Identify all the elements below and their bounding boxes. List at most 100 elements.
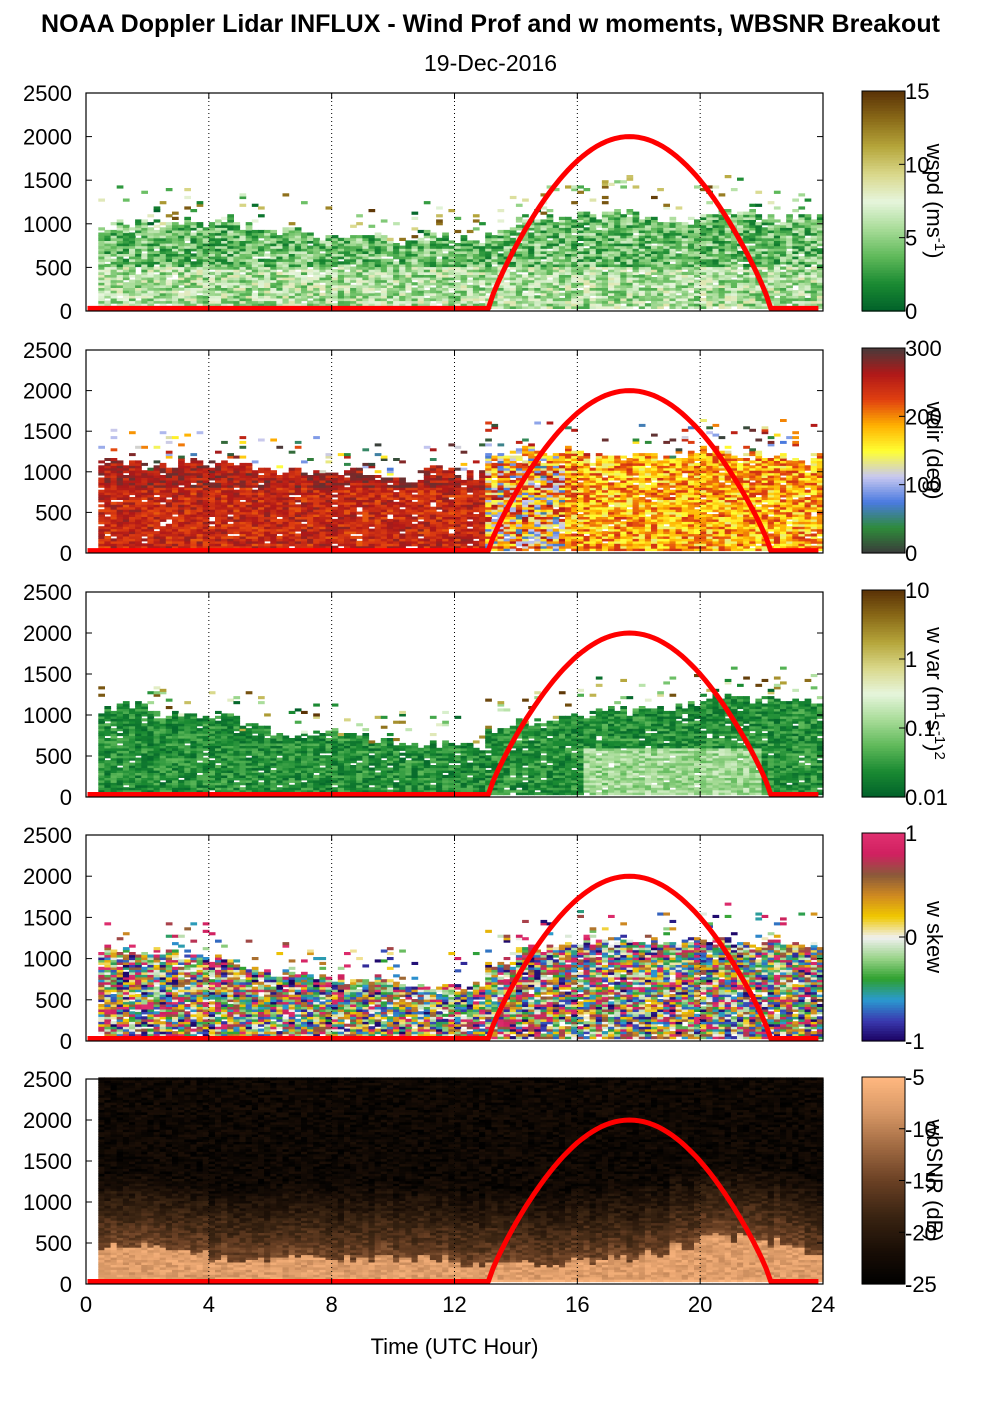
heatmap-cell	[141, 295, 148, 299]
heatmap-cell	[104, 274, 112, 278]
heatmap-cell	[110, 282, 118, 286]
heatmap-cell	[626, 224, 634, 228]
heatmap-cell	[706, 253, 713, 257]
heatmap-cell	[657, 263, 664, 268]
heatmap-cell	[227, 222, 234, 226]
colorbar-label-part: wspd (ms	[922, 143, 947, 238]
heatmap-cell	[245, 245, 253, 249]
heatmap-cell	[98, 232, 105, 236]
heatmap-cell	[393, 250, 400, 254]
heatmap-cell	[479, 266, 486, 270]
heatmap-cell	[288, 279, 296, 283]
heatmap-cell	[472, 290, 480, 294]
heatmap-cell	[558, 243, 566, 247]
heatmap-cell	[405, 300, 413, 304]
heatmap-cell	[215, 271, 222, 275]
heatmap-cell	[608, 277, 615, 281]
heatmap-cell	[325, 206, 333, 210]
heatmap-cell	[245, 240, 253, 244]
heatmap-cell	[657, 253, 664, 257]
heatmap-cell	[153, 266, 161, 270]
heatmap-cell	[233, 292, 241, 296]
heatmap-cell	[337, 290, 345, 294]
heatmap-cell	[681, 290, 689, 294]
heatmap-cell	[565, 305, 572, 309]
heatmap-cell	[239, 240, 247, 244]
heatmap-cell	[626, 237, 634, 241]
heatmap-cell	[429, 292, 437, 296]
heatmap-cell	[687, 282, 695, 286]
heatmap-cell	[172, 284, 179, 288]
heatmap-cell	[362, 292, 370, 296]
heatmap-cell	[472, 256, 480, 260]
heatmap-cell	[638, 232, 646, 236]
heatmap-cell	[110, 290, 118, 294]
heatmap-cell	[233, 245, 241, 249]
heatmap-cell	[270, 271, 277, 275]
heatmap-cell	[552, 235, 560, 239]
heatmap-cell	[135, 232, 142, 236]
heatmap-cell	[276, 258, 284, 262]
heatmap-cell	[644, 284, 652, 288]
heatmap-cell	[135, 253, 142, 257]
heatmap-cell	[675, 305, 683, 309]
heatmap-cell	[239, 462, 247, 466]
heatmap-cell	[362, 258, 370, 262]
heatmap-cell	[362, 263, 370, 268]
heatmap-cell	[153, 219, 161, 223]
heatmap-cell	[706, 201, 713, 205]
heatmap-cell	[485, 243, 492, 247]
heatmap-cell	[184, 269, 191, 273]
heatmap-cell	[442, 263, 449, 268]
heatmap-cell	[675, 222, 683, 226]
heatmap-cell	[288, 282, 296, 286]
heatmap-cell	[116, 219, 124, 223]
heatmap-cell	[632, 243, 640, 247]
heatmap-cell	[313, 287, 320, 291]
heatmap-cell	[270, 256, 277, 260]
heatmap-cell	[239, 245, 247, 249]
heatmap-cell	[282, 232, 290, 236]
heatmap-cell	[423, 245, 431, 249]
heatmap-cell	[626, 245, 634, 249]
heatmap-cell	[184, 297, 191, 302]
heatmap-cell	[694, 185, 701, 189]
heatmap-cell	[184, 277, 191, 281]
heatmap-cell	[270, 290, 277, 294]
heatmap-cell	[264, 543, 271, 547]
heatmap-cell	[773, 206, 781, 210]
heatmap-cell	[558, 287, 566, 291]
heatmap-cell	[208, 237, 216, 241]
heatmap-cell	[694, 290, 701, 294]
heatmap-cell	[657, 248, 664, 252]
heatmap-cell	[466, 263, 474, 268]
heatmap-cell	[251, 237, 259, 241]
heatmap-cell	[515, 282, 523, 286]
heatmap-cell	[233, 237, 241, 241]
heatmap-cell	[270, 237, 277, 241]
heatmap-cell	[301, 284, 308, 288]
heatmap-cell	[196, 227, 204, 231]
heatmap-cell	[184, 258, 191, 262]
heatmap-cell	[417, 253, 425, 257]
heatmap-cell	[571, 292, 578, 296]
heatmap-cell	[116, 240, 124, 244]
heatmap-cell	[429, 243, 437, 247]
heatmap-cell	[608, 292, 615, 296]
heatmap-cell	[386, 295, 394, 299]
heatmap-cell	[215, 284, 222, 288]
heatmap-cell	[491, 243, 499, 247]
heatmap-cell	[429, 258, 437, 262]
heatmap-cell	[466, 250, 474, 254]
heatmap-cell	[706, 224, 713, 228]
heatmap-cell	[589, 248, 597, 252]
heatmap-cell	[196, 460, 204, 464]
heatmap-cell	[810, 219, 818, 223]
heatmap-cell	[380, 235, 388, 239]
heatmap-cell	[608, 263, 615, 268]
heatmap-cell	[558, 258, 566, 262]
heatmap-cell	[264, 292, 271, 296]
heatmap-cell	[577, 245, 584, 249]
heatmap-cell	[571, 300, 578, 304]
heatmap-cell	[239, 455, 247, 459]
